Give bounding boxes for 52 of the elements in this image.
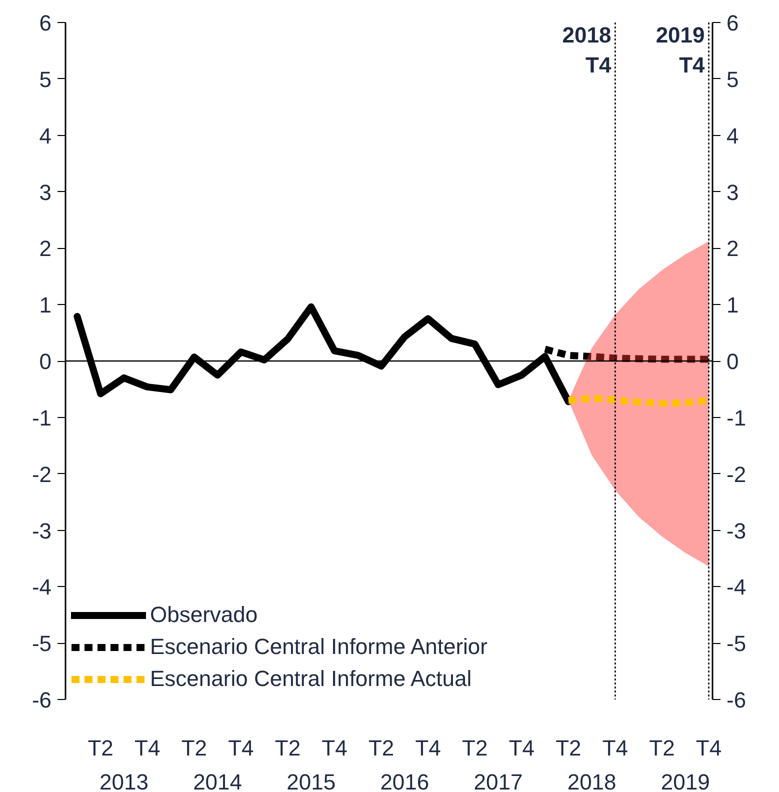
y2-tick-label: 6 [726, 10, 739, 36]
legend-label: Observado [150, 602, 258, 628]
text: T2 [556, 736, 582, 760]
y-tick-label: -6 [32, 688, 52, 712]
y2-tick-label: 4 [726, 123, 739, 148]
ref-line-label: 2018 T4 [562, 22, 612, 78]
y-tick-label: 0 [39, 349, 52, 374]
y-tick-label: 1 [39, 292, 52, 318]
x-tick-label: 2014 [193, 770, 242, 792]
x-tick-label: 2017 [474, 770, 523, 792]
legend-label: Escenario Central Informe Actual [150, 666, 472, 692]
text: T4 [508, 736, 534, 760]
x-tick-label: 2018 [567, 770, 616, 792]
text: T2 [649, 736, 675, 760]
y2-tick-label: 5 [726, 66, 739, 92]
y2-tick-label: 3 [726, 180, 739, 205]
y2-tick-label: -2 [726, 462, 746, 487]
y2-tick-label: -4 [726, 574, 746, 600]
text: T2 [181, 736, 207, 760]
y-tick-label: 6 [39, 10, 52, 36]
y2-tick-label: -6 [726, 688, 746, 712]
text: T4 [322, 736, 348, 760]
y2-tick-label: -1 [726, 405, 746, 430]
x-tick-label: 2013 [100, 770, 148, 792]
ref-line-label: 2019 T4 [656, 22, 706, 78]
y2-tick-label: -5 [726, 631, 746, 656]
y-tick-label: -3 [32, 518, 52, 544]
y-tick-label: 3 [39, 180, 52, 205]
x-tick-label: 2016 [380, 770, 430, 792]
y-tick-label: 5 [39, 66, 52, 92]
legend-label: Escenario Central Informe Anterior [150, 634, 488, 660]
y2-tick-label: 2 [726, 236, 739, 262]
y-tick-label: -5 [32, 631, 52, 656]
text: T4 [134, 736, 160, 760]
text: T2 [368, 736, 394, 760]
text: T2 [274, 736, 301, 760]
y-tick-label: 2 [39, 236, 52, 262]
text: T4 [228, 736, 254, 760]
x-tick-label: 2019 [660, 770, 710, 792]
y-tick-label: -1 [32, 405, 52, 430]
y2-tick-label: 0 [726, 349, 739, 374]
text: T4 [696, 736, 722, 760]
y2-tick-label: 1 [726, 292, 739, 318]
y2-tick-label: -3 [726, 518, 746, 544]
text: T4 [602, 736, 628, 760]
text: T4 [415, 736, 441, 760]
y-tick-label: 4 [39, 123, 52, 148]
y-tick-label: -2 [32, 462, 52, 487]
x-tick-label: 2015 [286, 770, 336, 792]
text: T2 [88, 736, 114, 760]
text: T2 [462, 736, 488, 760]
y-tick-label: -4 [32, 574, 52, 600]
